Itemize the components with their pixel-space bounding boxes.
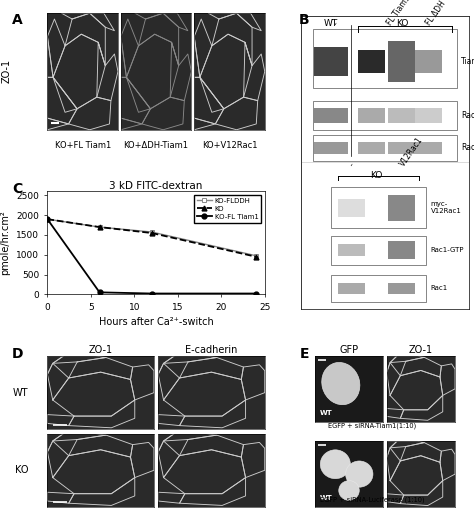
Text: EGFP + siRNA-Luciferase (1:10): EGFP + siRNA-Luciferase (1:10) — [320, 496, 425, 503]
Text: Rac1: Rac1 — [430, 285, 448, 291]
Text: Rac1-GTP: Rac1-GTP — [430, 247, 464, 253]
Text: Rac1-GTP: Rac1-GTP — [461, 111, 474, 120]
Bar — [331, 275, 426, 301]
Title: 3 kD FITC-dextran: 3 kD FITC-dextran — [109, 181, 203, 191]
Y-axis label: Paracellular diffusion
pmole/hr.cm²: Paracellular diffusion pmole/hr.cm² — [0, 192, 10, 294]
Bar — [358, 50, 385, 73]
KO-FL Tiam1 — [253, 290, 259, 297]
X-axis label: Hours after Ca²⁺-switch: Hours after Ca²⁺-switch — [99, 317, 213, 327]
Bar — [314, 46, 348, 76]
KO — [45, 216, 50, 222]
KO-FLDDH — [97, 224, 102, 230]
Text: A: A — [12, 13, 23, 27]
Text: myc-
V12Rac1: myc- V12Rac1 — [430, 201, 461, 214]
Bar — [389, 241, 415, 259]
Text: -: - — [331, 20, 340, 27]
Bar — [314, 142, 348, 154]
Text: Tiam1: Tiam1 — [461, 57, 474, 66]
Bar — [338, 244, 365, 256]
Text: KO+V12Rac1: KO+V12Rac1 — [202, 142, 257, 150]
Title: E-cadherin: E-cadherin — [185, 345, 237, 355]
KO-FL Tiam1 — [149, 290, 155, 297]
Text: E: E — [300, 347, 309, 362]
Text: WT: WT — [319, 495, 332, 501]
Bar — [358, 108, 385, 123]
Text: -: - — [348, 161, 357, 168]
Text: C: C — [12, 182, 22, 196]
Text: KO+FL Tiam1: KO+FL Tiam1 — [55, 142, 111, 150]
Bar — [331, 187, 426, 228]
Text: WT: WT — [324, 19, 338, 28]
Bar — [358, 142, 385, 154]
Legend: KO-FLDDH, KO, KO-FL Tiam1: KO-FLDDH, KO, KO-FL Tiam1 — [194, 195, 261, 223]
Text: WT: WT — [13, 388, 28, 398]
Text: KO: KO — [396, 19, 408, 28]
Text: B: B — [299, 13, 309, 27]
Text: WT: WT — [319, 410, 332, 416]
Text: KO: KO — [15, 465, 28, 475]
Bar — [313, 29, 457, 88]
Bar — [415, 142, 442, 154]
Text: KO: KO — [371, 171, 383, 180]
KO-FLDDH — [45, 216, 50, 222]
Bar — [389, 282, 415, 294]
Circle shape — [320, 450, 350, 479]
KO-FL Tiam1 — [45, 216, 50, 222]
Bar — [313, 101, 457, 130]
Bar — [389, 41, 415, 82]
KO — [253, 253, 259, 260]
Line: KO-FL Tiam1: KO-FL Tiam1 — [45, 216, 258, 296]
KO — [97, 224, 102, 230]
Bar — [389, 142, 415, 154]
Bar — [313, 135, 457, 161]
Ellipse shape — [322, 362, 360, 404]
Text: FL Tiam1: FL Tiam1 — [385, 0, 412, 27]
Bar — [415, 108, 442, 123]
Text: FL ΔDH: FL ΔDH — [424, 0, 447, 27]
Bar — [415, 50, 442, 73]
Title: ZO-1: ZO-1 — [89, 345, 113, 355]
Circle shape — [339, 480, 359, 501]
Circle shape — [346, 461, 373, 487]
Bar — [331, 235, 426, 265]
KO-FLDDH — [149, 229, 155, 235]
Bar — [338, 282, 365, 294]
Text: KO+ΔDH-Tiam1: KO+ΔDH-Tiam1 — [124, 142, 189, 150]
Bar — [314, 108, 348, 123]
Line: KO: KO — [45, 216, 258, 259]
Text: EGFP + siRNA-Tiam1(1:10): EGFP + siRNA-Tiam1(1:10) — [328, 422, 417, 429]
Text: ZO-1: ZO-1 — [2, 59, 12, 83]
KO — [149, 230, 155, 236]
KO-FLDDH — [253, 252, 259, 259]
Text: V12Rac1: V12Rac1 — [399, 136, 425, 168]
Bar — [338, 199, 365, 216]
Line: KO-FLDDH: KO-FLDDH — [45, 216, 258, 258]
Bar — [389, 195, 415, 221]
Text: D: D — [12, 347, 23, 362]
Title: GFP: GFP — [339, 345, 358, 355]
Text: Rac1: Rac1 — [461, 143, 474, 152]
Title: ZO-1: ZO-1 — [409, 345, 433, 355]
KO-FL Tiam1 — [97, 289, 102, 296]
Bar — [389, 108, 415, 123]
